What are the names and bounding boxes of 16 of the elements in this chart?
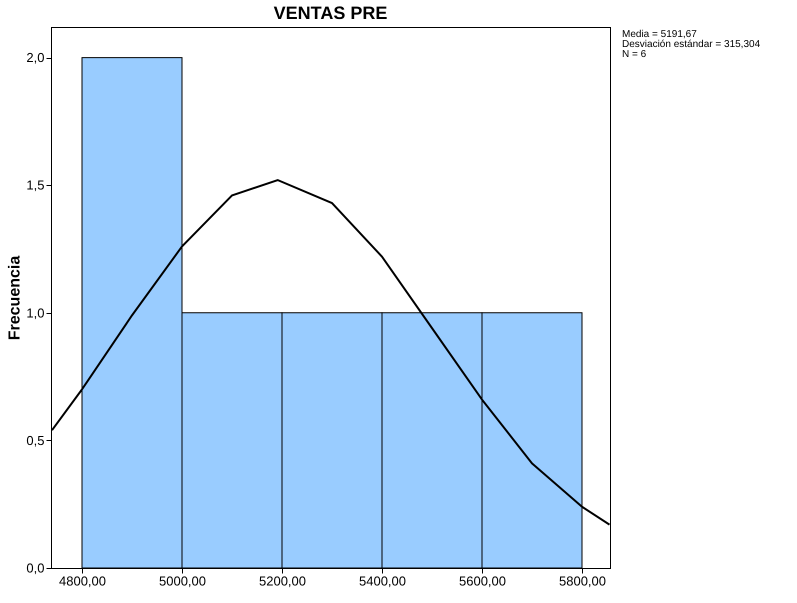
x-tick-label: 5400,00 [359,574,406,588]
chart-title: VENTAS PRE [274,3,388,23]
x-tick-label: 5200,00 [259,574,306,588]
y-tick-label: 0,5 [26,432,44,448]
y-tick-label: 1,0 [26,305,44,320]
y-tick-label: 0,0 [26,560,44,576]
y-axis-title: Frecuencia [6,256,24,340]
y-tick-label: 2,0 [26,50,44,66]
x-tick-label: 5800,00 [559,574,606,588]
text: N = 6 [622,49,647,60]
text: Media = 5191,67 [622,29,698,40]
x-tick-label: 4800,00 [59,574,106,588]
x-tick-label: 5000,00 [159,574,206,588]
x-tick-label: 5600,00 [459,574,506,588]
text: Desviación estándar = 315,304 [622,39,761,50]
y-tick-label: 1,5 [26,178,44,193]
